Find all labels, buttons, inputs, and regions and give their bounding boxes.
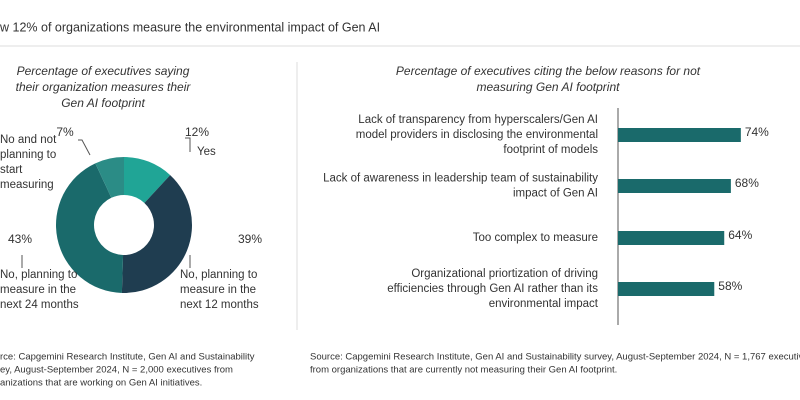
value-label: 74% — [745, 125, 769, 139]
bar — [618, 231, 725, 245]
category-label: Lack of awareness in leadership team of … — [323, 173, 598, 185]
bar — [618, 282, 715, 296]
source-note: anizations that are working on Gen AI in… — [0, 378, 202, 389]
bar — [618, 128, 741, 142]
value-label: 7% — [56, 125, 74, 139]
source-note: ey, August-September 2024, N = 2,000 exe… — [0, 365, 233, 376]
category-label: efficiencies through Gen AI rather than … — [387, 283, 598, 295]
donut-slice — [121, 175, 192, 293]
value-label: 58% — [718, 279, 742, 293]
source-note: from organizations that are currently no… — [310, 365, 617, 376]
category-label: environmental impact — [489, 298, 599, 310]
chart-subtitle: measuring Gen AI footprint — [477, 80, 621, 94]
value-label: 68% — [735, 176, 759, 190]
slice-label: measure in the — [180, 284, 256, 296]
connector — [78, 139, 91, 156]
chart-subtitle: Percentage of executives citing the belo… — [396, 64, 701, 78]
donut-slice — [56, 163, 124, 293]
slice-label: No, planning to — [180, 269, 257, 281]
category-label: impact of Gen AI — [513, 188, 598, 200]
value-label: 43% — [8, 232, 32, 246]
slice-label: start — [0, 164, 23, 176]
category-label: Lack of transparency from hyperscalers/G… — [358, 114, 598, 126]
slice-label: No, planning to — [0, 269, 77, 281]
slice-label: next 12 months — [180, 299, 259, 311]
chart-subtitle: Gen AI footprint — [61, 96, 145, 110]
source-note: Source: Capgemini Research Institute, Ge… — [310, 352, 800, 363]
donut-slice — [124, 157, 171, 203]
slice-label: Yes — [197, 146, 216, 158]
category-label: Organizational priortization of driving — [411, 268, 598, 280]
category-label: model providers in disclosing the enviro… — [356, 129, 598, 141]
value-label: 12% — [185, 125, 209, 139]
slice-label: next 24 months — [0, 299, 79, 311]
value-label: 64% — [728, 228, 752, 242]
source-note: rce: Capgemini Research Institute, Gen A… — [0, 352, 255, 363]
donut-slice — [95, 157, 124, 198]
value-label: 39% — [238, 232, 262, 246]
slice-label: measuring — [0, 179, 54, 191]
slice-label: planning to — [0, 149, 56, 161]
slice-label: No and not — [0, 134, 57, 146]
bar — [618, 179, 731, 193]
slice-label: measure in the — [0, 284, 76, 296]
connector — [185, 137, 191, 152]
category-label: Too complex to measure — [473, 232, 598, 244]
page-title: w 12% of organizations measure the envir… — [0, 20, 380, 34]
chart-subtitle: Percentage of executives saying — [17, 64, 190, 78]
chart-subtitle: their organization measures their — [16, 80, 192, 94]
category-label: footprint of models — [503, 144, 598, 156]
